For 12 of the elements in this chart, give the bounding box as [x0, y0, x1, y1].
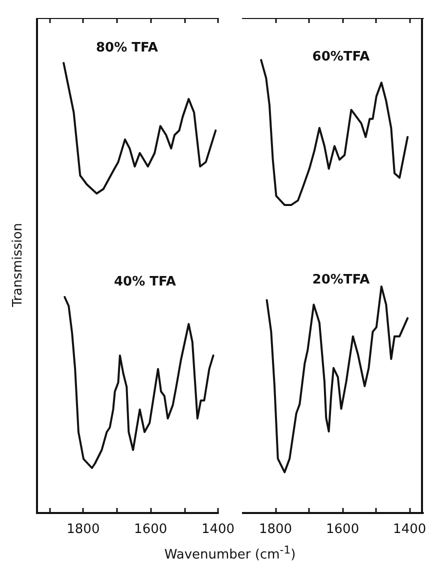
x-tick-label: 1400 [393, 522, 426, 537]
y-axis-title: Transmission [10, 223, 26, 307]
series-label: 60%TFA [312, 50, 370, 64]
text: 40% TFA [114, 274, 176, 290]
x-tick-label: 1600 [134, 522, 168, 537]
x-axis-title: Wavenumber (cm$^{-1}$) [164, 543, 296, 563]
x-tick-label: 1600 [326, 522, 360, 537]
text: 80% TFA [96, 40, 158, 56]
series-label: 20%TFA [312, 272, 370, 288]
x-tick-label: 1400 [201, 522, 235, 537]
x-tick-label: 1800 [66, 522, 100, 537]
x-tick-label: 1800 [258, 522, 292, 537]
